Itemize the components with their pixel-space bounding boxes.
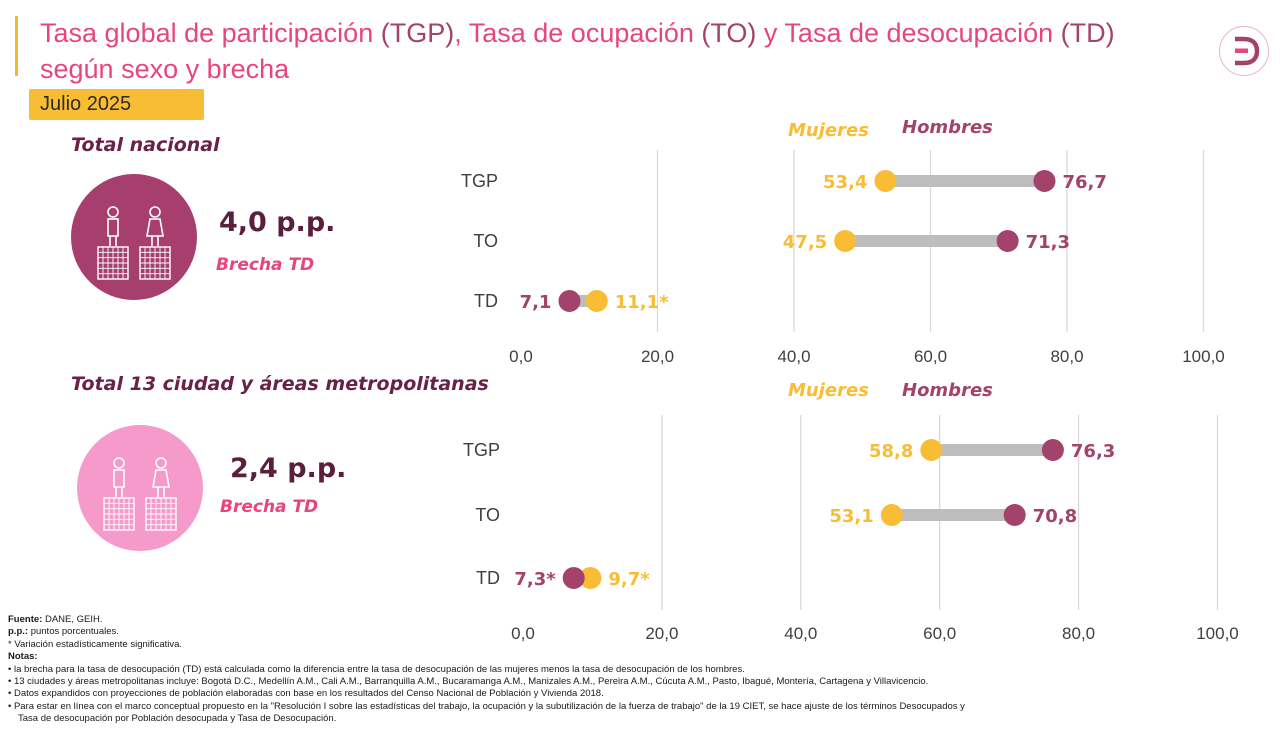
mujeres-value-label: 9,7* (608, 569, 650, 590)
mujeres-point (585, 290, 608, 312)
hombres-point (562, 567, 585, 589)
gap-label: Brecha TD (220, 497, 319, 517)
hombres-value-label: 76,3 (1071, 441, 1115, 462)
x-tick-label: 60,0 (914, 347, 947, 366)
category-label: TO (475, 505, 500, 525)
note-line: • Para estar en línea con el marco conce… (8, 700, 965, 712)
mujeres-point (834, 230, 857, 252)
dumbbell-chart-total-nacional: 0,0 20,0 40,0 60,0 80,0 100,0 TGP 53,4 76,7 TO 47,… (461, 150, 1225, 366)
category-label: TO (473, 231, 498, 251)
hombres-value-label: 7,1 (520, 292, 552, 313)
section-title-13-ciudades: Total 13 ciudad y áreas metropolitanas (71, 373, 489, 395)
person-head (113, 457, 125, 469)
person-body (146, 218, 164, 237)
note-line: • la brecha para la tasa de desocupación… (8, 663, 745, 675)
x-tick-label: 100,0 (1182, 347, 1225, 366)
x-tick-label: 40,0 (777, 347, 810, 366)
hombres-value-label: 71,3 (1026, 232, 1070, 253)
category-label: TGP (461, 171, 498, 191)
hombres-point (1041, 439, 1064, 461)
x-tick-label: 100,0 (1196, 624, 1239, 643)
section-title-total-nacional: Total nacional (71, 134, 220, 156)
person-body (107, 218, 119, 237)
people-on-pedestals-icon (97, 206, 171, 280)
x-tick-label: 40,0 (784, 624, 817, 643)
mujeres-value-label: 53,4 (823, 172, 867, 193)
gender-gap-circle (71, 174, 197, 300)
person-body (152, 469, 170, 488)
legend-mujeres: Mujeres (788, 380, 869, 401)
gap-value: 2,4 p.p. (230, 453, 347, 484)
person-body (113, 469, 125, 488)
hombres-point (558, 290, 581, 312)
mujeres-point (579, 567, 602, 589)
person-head (155, 457, 167, 469)
category-label: TGP (463, 440, 500, 460)
dumbbell-chart-13-ciudades: 0,0 20,0 40,0 60,0 80,0 100,0 TGP 58,8 76,3 TO 53,… (463, 415, 1239, 643)
mujeres-value-label: 53,1 (829, 506, 873, 527)
note-line: • Datos expandidos con proyecciones de p… (8, 688, 604, 700)
note-line: Tasa de desocupación por Población desoc… (18, 713, 337, 725)
legend-hombres: Hombres (902, 380, 993, 401)
gender-gap-circle (77, 425, 203, 551)
people-on-pedestals-icon (103, 457, 177, 531)
mujeres-point (920, 439, 943, 461)
page-title: Tasa global de participación (TGP), Tasa… (40, 18, 1115, 84)
note-line: • 13 ciudades y áreas metropolitanas inc… (8, 676, 929, 688)
x-tick-label: 80,0 (1050, 347, 1083, 366)
hombres-point (996, 230, 1019, 252)
mujeres-value-label: 11,1* (615, 292, 669, 313)
mujeres-point (880, 504, 903, 526)
gap-label: Brecha TD (216, 255, 315, 275)
x-tick-label: 20,0 (645, 624, 678, 643)
x-tick-label: 60,0 (923, 624, 956, 643)
gap-value: 4,0 p.p. (219, 207, 336, 238)
mujeres-value-label: 47,5 (783, 232, 827, 253)
legend-mujeres: Mujeres (788, 120, 869, 141)
x-tick-label: 20,0 (641, 347, 674, 366)
legend-hombres: Hombres (902, 117, 993, 138)
hombres-point (1003, 504, 1026, 526)
mujeres-point (874, 170, 897, 192)
person-head (149, 206, 161, 218)
title-accent-bar (15, 16, 18, 76)
date-badge: Julio 2025 (29, 89, 204, 120)
mujeres-value-label: 58,8 (869, 441, 913, 462)
dane-logo-icon (1219, 26, 1269, 76)
hombres-value-label: 76,7 (1062, 172, 1106, 193)
x-tick-label: 0,0 (511, 624, 535, 643)
x-tick-label: 0,0 (509, 347, 533, 366)
hombres-value-label: 7,3* (514, 569, 556, 590)
category-label: TD (474, 291, 498, 311)
x-tick-label: 80,0 (1062, 624, 1095, 643)
hombres-point (1033, 170, 1056, 192)
footer-notes: Fuente: DANE, GEIH. p.p.: puntos porcent… (8, 614, 1268, 726)
category-label: TD (476, 568, 500, 588)
person-head (107, 206, 119, 218)
hombres-value-label: 70,8 (1033, 506, 1077, 527)
